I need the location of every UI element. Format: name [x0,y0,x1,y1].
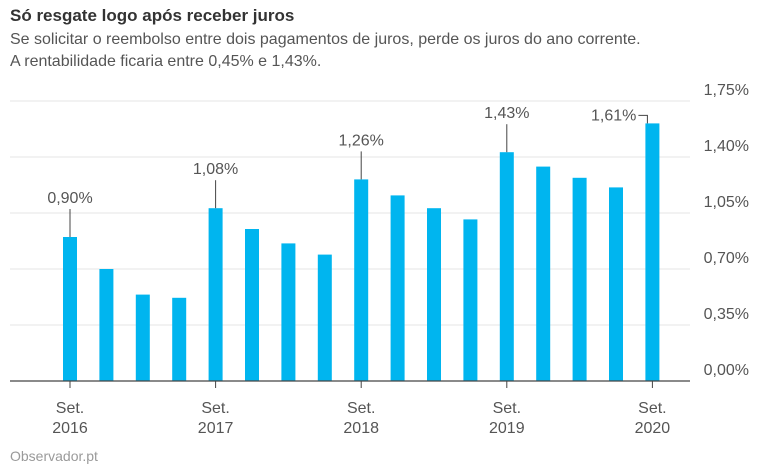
bar [135,294,150,381]
bar [499,152,514,381]
chart-subtitle: Se solicitar o reembolso entre dois paga… [10,29,641,73]
y-tick-label: 0,70% [704,250,749,267]
x-tick-label: Set. [56,400,84,417]
annotation-label: 1,61% [591,107,636,124]
y-tick-label: 0,00% [704,362,749,379]
x-tick-label: Set. [638,400,666,417]
chart-title: Só resgate logo após receber juros [10,6,295,25]
bar [645,123,660,382]
subtitle-line-1: Se solicitar o reembolso entre dois paga… [10,31,641,48]
x-tick-label: 2019 [489,420,525,437]
x-tick-label: 2016 [52,420,88,437]
bar [99,269,114,381]
x-tick-label: Set. [347,400,375,417]
subtitle-line-2: A rentabilidade ficaria entre 0,45% e 1,… [10,53,322,70]
bar [427,208,441,381]
y-tick-label: 1,05% [704,194,749,211]
x-tick-label: 2020 [635,420,671,437]
bar [208,208,223,381]
bar [281,243,296,381]
x-tick-label: Set. [493,400,521,417]
bar [536,166,551,381]
bar [245,229,259,381]
x-tick-label: 2018 [343,420,379,437]
bar [317,254,332,381]
annotation-label: 1,26% [339,132,384,149]
source-credit: Observador.pt [10,448,98,464]
bar [572,177,587,381]
x-tick-label: 2017 [198,420,234,437]
annotation-leader [638,114,648,124]
x-tick-label: Set. [201,400,229,417]
bar [609,187,623,381]
bar [390,195,405,381]
annotation-label: 1,43% [484,105,529,122]
bar [63,237,77,381]
annotation-label: 1,08% [193,161,238,178]
bar [463,219,478,381]
bar [354,179,369,381]
annotation-label: 0,90% [47,190,92,207]
y-tick-label: 1,75% [704,82,749,99]
bar [172,297,187,381]
y-tick-label: 0,35% [704,306,749,323]
y-tick-label: 1,40% [704,138,749,155]
